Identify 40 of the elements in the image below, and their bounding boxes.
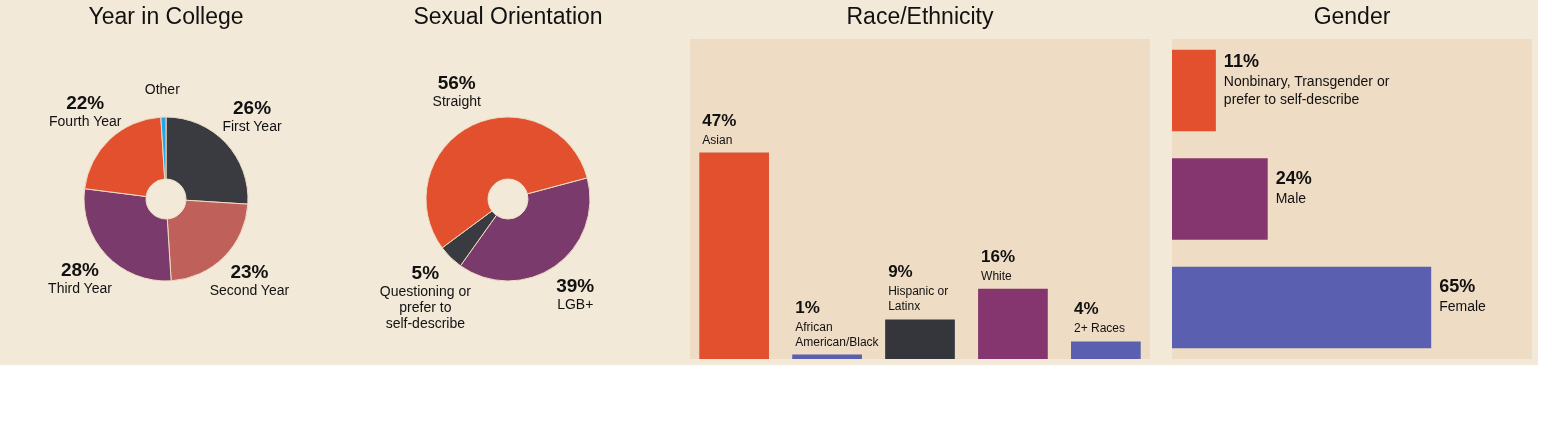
bar — [1071, 341, 1141, 359]
data-label: 28% — [60, 258, 100, 280]
slice-label: LGB+ — [557, 295, 594, 312]
data-label: 24% — [1275, 168, 1312, 188]
chart-title: Race/Ethnicity — [846, 3, 994, 29]
data-label: 22% — [66, 91, 105, 113]
data-label: 26% — [233, 97, 272, 119]
data-label: 5% — [411, 262, 440, 284]
slice-label: First Year — [222, 118, 282, 135]
chart-title: Sexual Orientation — [413, 3, 603, 29]
bar — [699, 152, 769, 359]
data-label: 9% — [888, 262, 913, 282]
data-label: 11% — [1223, 50, 1259, 71]
x-tick-label: Hispanic or Latinx — [888, 284, 949, 314]
slice-label: Straight — [432, 92, 481, 109]
data-label: 65% — [1439, 276, 1476, 297]
slice-label: Third Year — [48, 279, 113, 296]
data-label: 56% — [437, 71, 476, 93]
x-tick-label: Asian — [702, 132, 733, 147]
chart-title: Year in College — [88, 3, 244, 29]
slice-label: Questioning or prefer to self-describe — [379, 283, 472, 332]
y-tick-label: Female — [1439, 298, 1487, 315]
data-label: 23% — [230, 261, 269, 283]
chart-title: Gender — [1313, 3, 1391, 29]
data-label: 4% — [1074, 299, 1099, 319]
bar — [978, 288, 1048, 359]
x-tick-label: White — [981, 268, 1013, 283]
data-label: 47% — [702, 110, 737, 130]
data-label: 16% — [981, 246, 1016, 266]
slice-label: Fourth Year — [49, 112, 122, 129]
y-tick-label: Nonbinary, Transgender or prefer to self-describe — [1223, 72, 1390, 107]
bar — [885, 319, 955, 359]
data-label: 1% — [795, 297, 820, 317]
y-tick-label: Male — [1275, 190, 1307, 206]
slice-label: Second Year — [209, 282, 290, 299]
data-label: 39% — [556, 274, 595, 296]
slice-label: Other — [144, 81, 181, 98]
x-tick-label: 2+ Races — [1074, 321, 1126, 336]
bar — [792, 354, 862, 359]
x-tick-label: African American/Black — [795, 319, 880, 349]
